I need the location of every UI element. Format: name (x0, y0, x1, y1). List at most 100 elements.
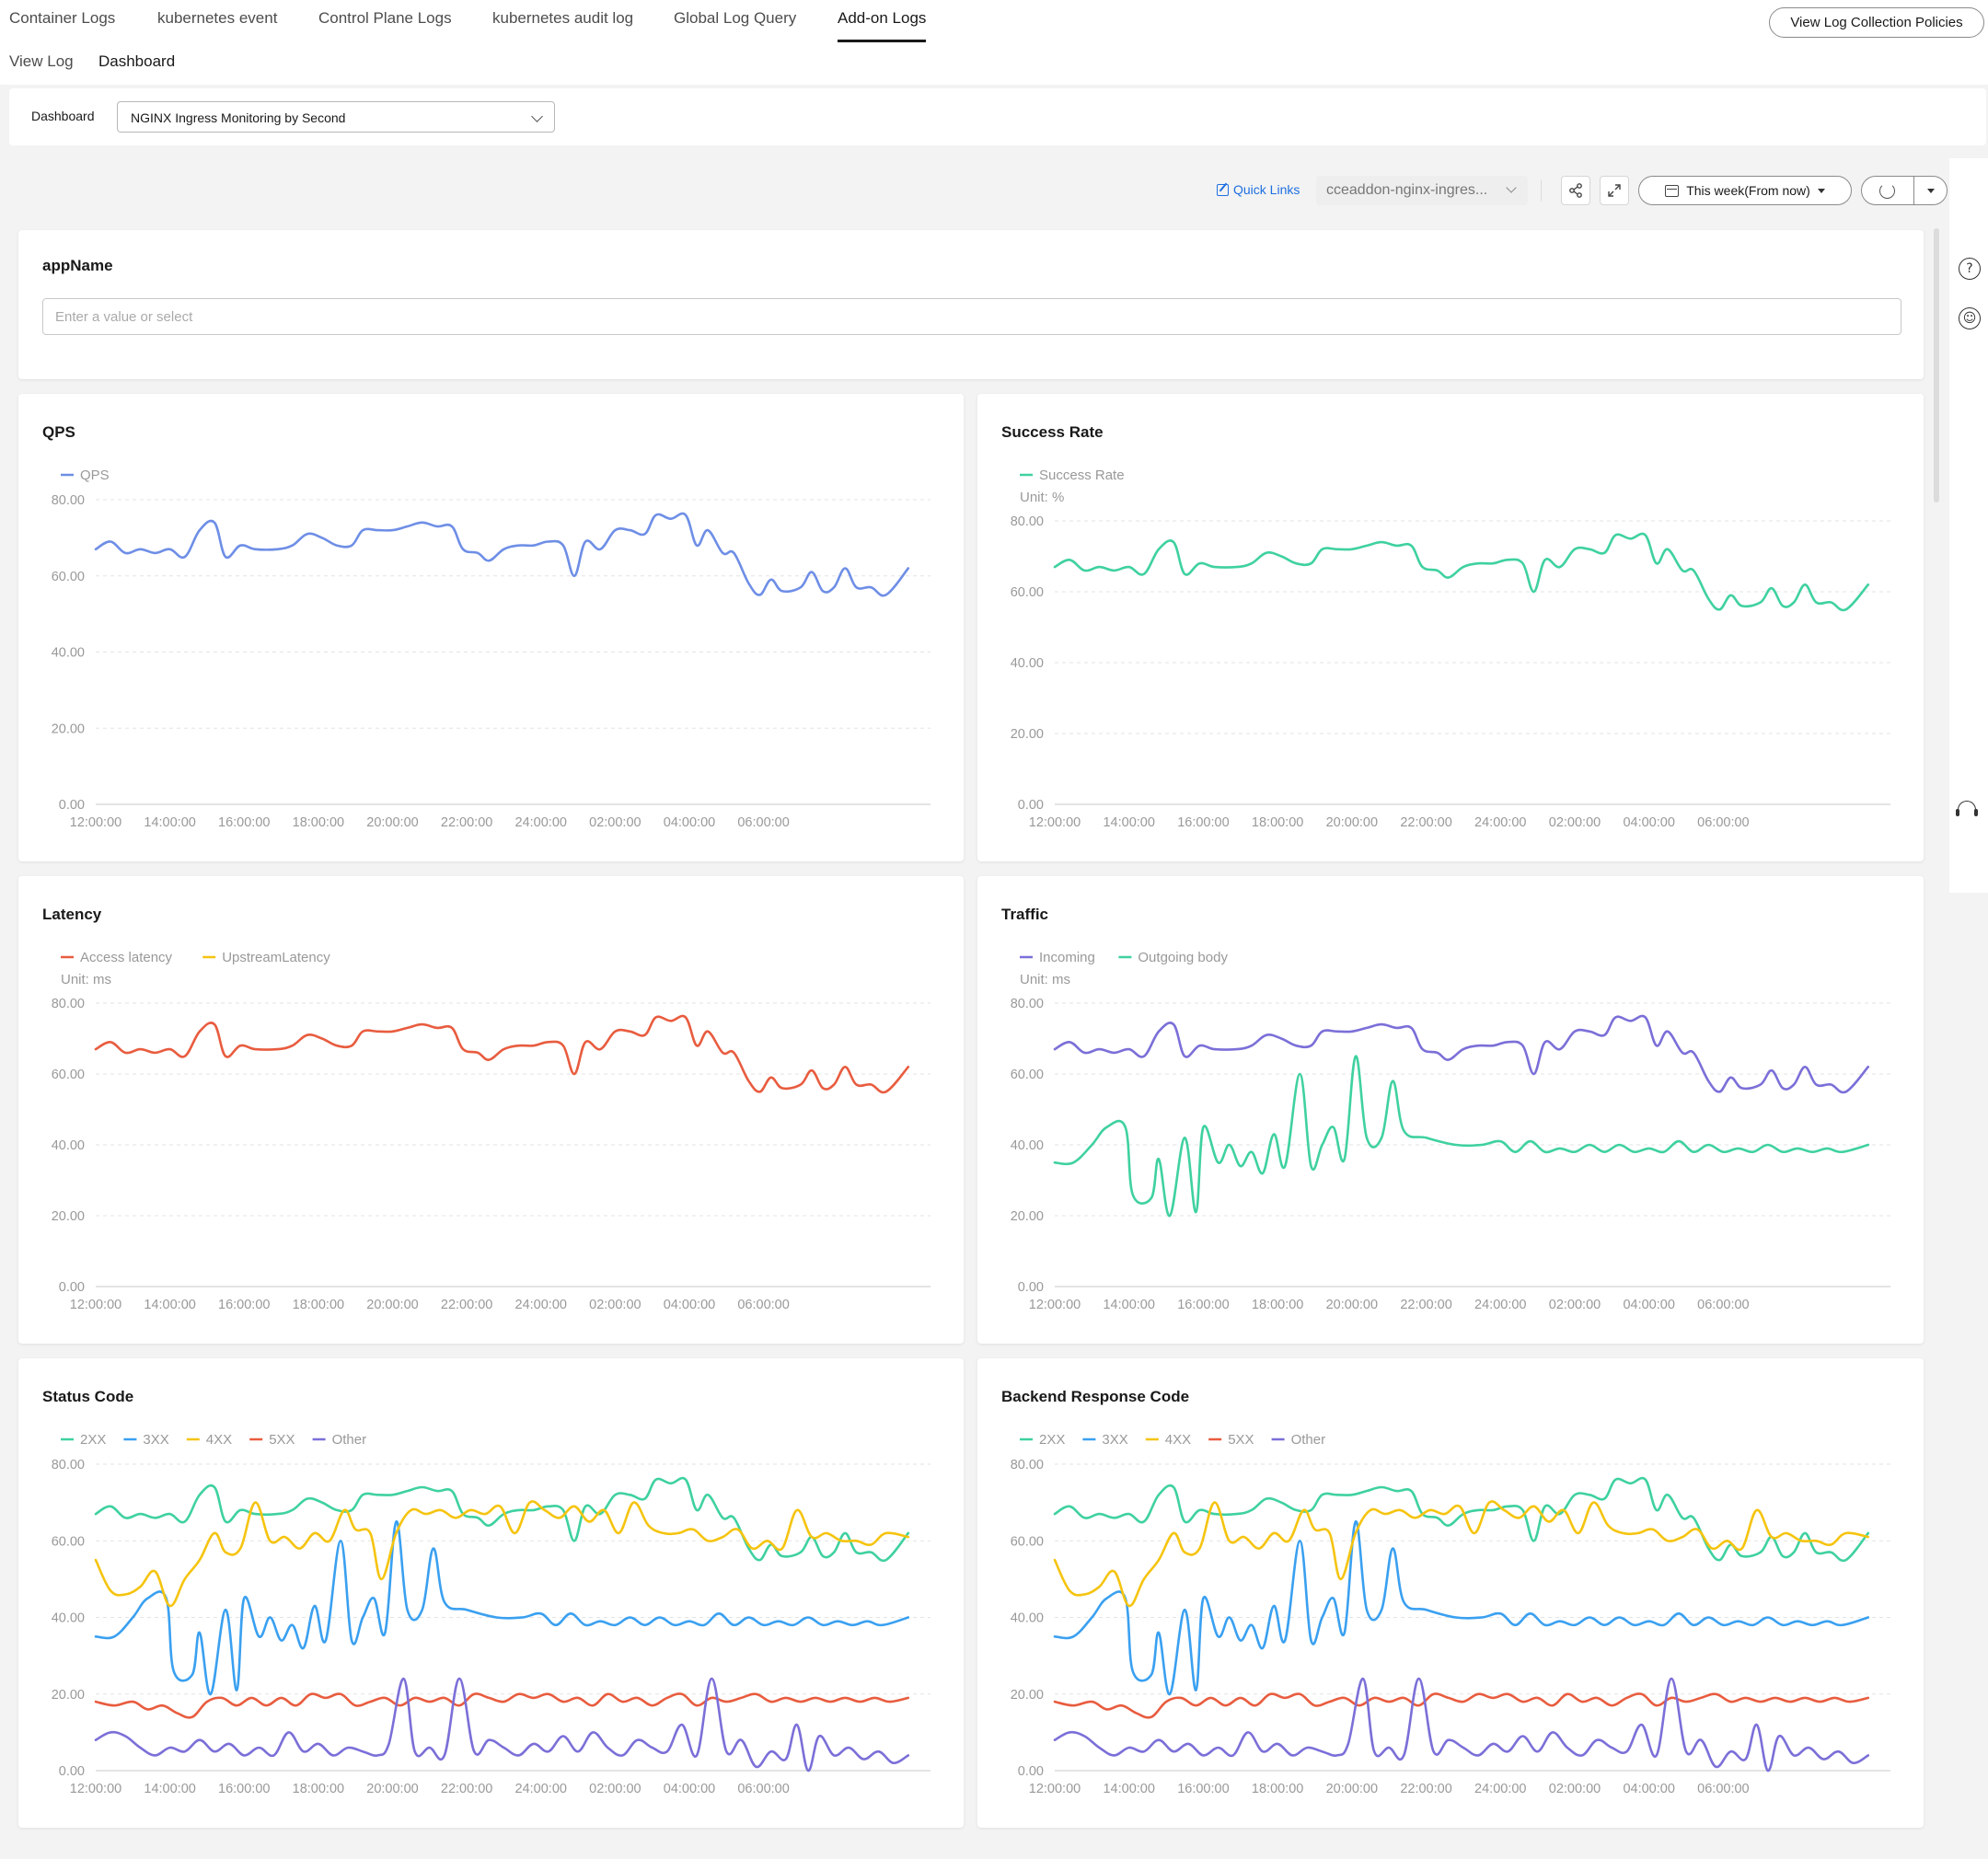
y-tick-label: 40.00 (52, 646, 85, 661)
sub-tab-bar: View Log Dashboard (0, 48, 1988, 85)
tab-control-plane-logs[interactable]: Control Plane Logs (318, 9, 452, 27)
x-tick-label: 16:00:00 (1177, 1782, 1229, 1796)
legend-item[interactable]: 3XX (123, 1432, 169, 1448)
dashboard-select[interactable]: NGINX Ingress Monitoring by Second (117, 101, 555, 133)
x-tick-label: 18:00:00 (1252, 815, 1303, 830)
legend-item[interactable]: 4XX (186, 1432, 232, 1448)
series-line[interactable] (1053, 1476, 1870, 1563)
legend-item[interactable]: Incoming (1020, 950, 1095, 965)
series-line[interactable] (1053, 1677, 1870, 1772)
legend-item[interactable]: Success Rate (1020, 468, 1125, 483)
chart-card-success-rate: Success Rate Success Rate Unit: % 0.00 20.0… (977, 394, 1924, 861)
legend-item[interactable]: 2XX (1020, 1432, 1065, 1448)
time-range-label: This week(From now) (1686, 183, 1810, 198)
y-tick-label: 20.00 (52, 1209, 85, 1224)
legend-item[interactable]: Access latency (61, 950, 173, 965)
line-chart[interactable]: QPS 0.00 20.00 40.00 60.00 80.00 12:00:00 14:00… (18, 394, 964, 861)
legend-item[interactable]: 5XX (1208, 1432, 1254, 1448)
legend-label: QPS (80, 468, 110, 483)
legend-item[interactable]: Other (1271, 1432, 1326, 1448)
series-line[interactable] (94, 1677, 910, 1772)
tab-add-on-logs[interactable]: Add-on Logs (838, 9, 927, 42)
chart-title: Latency (42, 906, 102, 923)
legend-item[interactable]: Outgoing body (1118, 950, 1228, 965)
time-range-button[interactable]: This week(From now) (1638, 176, 1852, 205)
tab-kubernetes-event[interactable]: kubernetes event (157, 9, 278, 27)
legend-item[interactable]: 4XX (1145, 1432, 1191, 1448)
fullscreen-button[interactable] (1600, 176, 1629, 205)
chevron-down-icon (1506, 182, 1517, 193)
series-line[interactable] (1053, 1692, 1870, 1719)
x-tick-label: 06:00:00 (737, 1298, 789, 1312)
series-line[interactable] (1053, 532, 1870, 612)
series-line[interactable] (94, 1014, 910, 1094)
feedback-smile-icon[interactable]: ☺ (1959, 307, 1981, 329)
x-tick-label: 22:00:00 (441, 815, 492, 830)
log-stream-value: cceaddon-nginx-ingres... (1326, 182, 1488, 198)
x-tick-label: 18:00:00 (293, 1298, 344, 1312)
line-chart[interactable]: 2XX 3XX 4XX 5XX Other 0.00 20.00 40.00 60.00 80.0… (977, 1358, 1924, 1828)
refresh-icon[interactable] (1879, 183, 1895, 199)
legend-item[interactable]: 2XX (61, 1432, 106, 1448)
series-line[interactable] (1053, 1520, 1870, 1696)
x-tick-label: 02:00:00 (1549, 1782, 1601, 1796)
x-tick-label: 14:00:00 (1103, 1782, 1154, 1796)
x-tick-label: 06:00:00 (1697, 1782, 1749, 1796)
x-tick-label: 16:00:00 (218, 1782, 270, 1796)
series-line[interactable] (94, 1692, 910, 1719)
legend-item[interactable]: Other (312, 1432, 367, 1448)
legend-label: Access latency (80, 950, 173, 965)
legend-label: UpstreamLatency (222, 950, 330, 965)
quick-links-button[interactable]: Quick Links (1217, 182, 1300, 197)
x-tick-label: 16:00:00 (1177, 815, 1229, 830)
line-chart[interactable]: Success Rate Unit: % 0.00 20.00 40.00 60.00 80… (977, 394, 1924, 861)
legend-item[interactable]: 3XX (1082, 1432, 1128, 1448)
chart-title: QPS (42, 423, 75, 441)
tab-kubernetes-audit-log[interactable]: kubernetes audit log (492, 9, 634, 27)
refresh-button-group[interactable] (1861, 176, 1948, 205)
y-tick-label: 0.00 (1018, 798, 1044, 813)
legend-label: Other (332, 1432, 367, 1448)
legend-label: Other (1291, 1432, 1326, 1448)
headset-icon[interactable] (1956, 801, 1978, 816)
series-line[interactable] (1053, 1500, 1870, 1608)
x-tick-label: 06:00:00 (1697, 815, 1749, 830)
series-line[interactable] (1053, 1055, 1870, 1218)
line-chart[interactable]: Access latency UpstreamLatency Unit: ms 0.0… (18, 876, 964, 1344)
y-tick-label: 40.00 (1011, 1611, 1044, 1626)
y-tick-label: 80.00 (52, 997, 85, 1011)
x-tick-label: 04:00:00 (1623, 1298, 1674, 1312)
y-tick-label: 60.00 (52, 1068, 85, 1082)
series-line[interactable] (1053, 1014, 1870, 1094)
legend-item[interactable]: 5XX (249, 1432, 295, 1448)
share-icon (1569, 183, 1582, 198)
x-tick-label: 02:00:00 (589, 815, 641, 830)
view-log-collection-policies-button[interactable]: View Log Collection Policies (1769, 7, 1984, 38)
y-tick-label: 60.00 (52, 570, 85, 584)
refresh-options-caret-icon[interactable] (1927, 189, 1935, 193)
series-line[interactable] (94, 1520, 910, 1696)
caret-down-icon (1817, 188, 1825, 193)
help-icon[interactable]: ? (1959, 258, 1981, 280)
line-chart[interactable]: Incoming Outgoing body Unit: ms 0.00 20.00 40… (977, 876, 1924, 1344)
series-line[interactable] (94, 512, 910, 597)
tab-container-logs[interactable]: Container Logs (9, 9, 116, 27)
x-tick-label: 04:00:00 (664, 1782, 715, 1796)
tab-global-log-query[interactable]: Global Log Query (674, 9, 797, 27)
log-stream-select[interactable]: cceaddon-nginx-ingres... (1316, 176, 1528, 205)
scrollbar-thumb[interactable] (1934, 228, 1939, 502)
legend-item[interactable]: UpstreamLatency (202, 950, 330, 965)
legend-item[interactable]: QPS (61, 468, 110, 483)
series-line[interactable] (94, 1476, 910, 1563)
x-tick-label: 22:00:00 (441, 1298, 492, 1312)
x-tick-label: 24:00:00 (1474, 815, 1526, 830)
line-chart[interactable]: 2XX 3XX 4XX 5XX Other 0.00 20.00 40.00 60.00 80.0… (18, 1358, 964, 1828)
tab-dashboard[interactable]: Dashboard (98, 52, 176, 70)
unit-label: Unit: % (1020, 490, 1064, 505)
share-button[interactable] (1561, 176, 1590, 205)
tab-view-log[interactable]: View Log (9, 52, 74, 70)
appname-input[interactable] (42, 298, 1901, 335)
y-tick-label: 60.00 (52, 1534, 85, 1549)
series-line[interactable] (94, 1500, 910, 1608)
x-tick-label: 12:00:00 (1029, 1782, 1081, 1796)
